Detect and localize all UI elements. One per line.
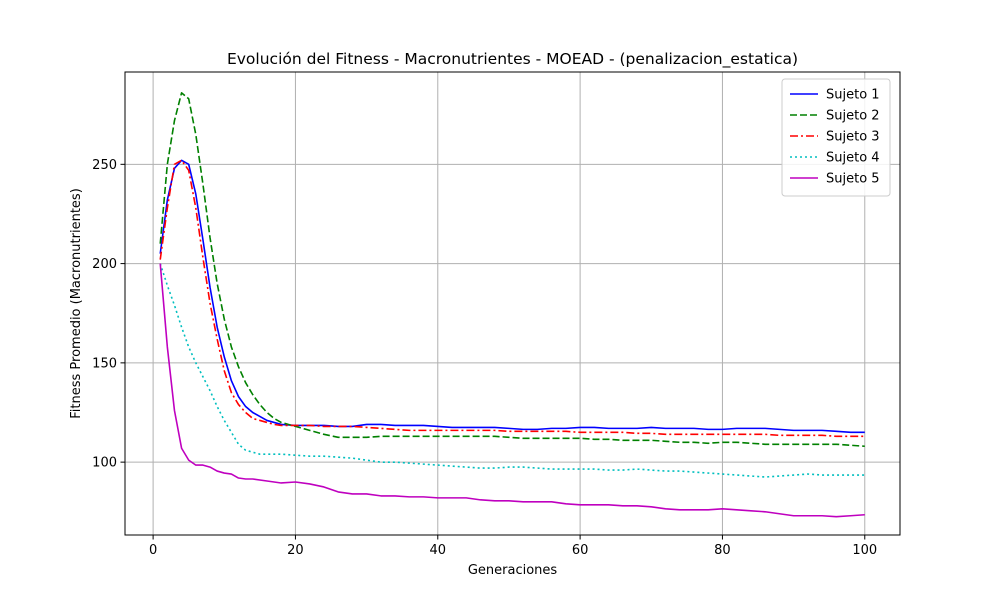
series-line-1 xyxy=(159,159,865,434)
x-tick-label: 60 xyxy=(572,543,589,558)
series-line-2 xyxy=(159,92,865,448)
series-lines xyxy=(159,92,865,518)
y-tick-label: 100 xyxy=(92,456,117,471)
chart-title: Evolución del Fitness - Macronutrientes … xyxy=(227,50,798,69)
grid xyxy=(125,72,900,535)
legend-box xyxy=(781,78,891,197)
axis-ticks: 0 20 40 60 80 100 100 150 200 250 xyxy=(92,158,877,558)
x-tick-label: 0 xyxy=(149,543,157,558)
y-tick-label: 200 xyxy=(92,257,117,272)
x-tick-label: 80 xyxy=(714,543,731,558)
x-axis-label: Generaciones xyxy=(468,563,558,578)
legend: Sujeto 1 Sujeto 2 Sujeto 3 Sujeto 4 Sujeto 5 xyxy=(781,78,891,197)
plot-frame xyxy=(124,71,901,536)
x-tick-label: 20 xyxy=(287,543,304,558)
x-tick-label: 40 xyxy=(430,543,447,558)
legend-label-3: Sujeto 3 xyxy=(826,130,880,145)
series-line-3 xyxy=(159,159,865,438)
series-line-4 xyxy=(159,263,865,478)
series-line-5 xyxy=(159,263,865,518)
y-tick-label: 150 xyxy=(92,356,117,371)
y-axis-label: Fitness Promedio (Macronutrientes) xyxy=(69,188,84,419)
legend-label-1: Sujeto 1 xyxy=(826,88,880,103)
legend-label-4: Sujeto 4 xyxy=(826,151,880,166)
legend-label-5: Sujeto 5 xyxy=(826,172,880,187)
x-tick-label: 100 xyxy=(852,543,877,558)
legend-label-2: Sujeto 2 xyxy=(826,109,880,124)
y-tick-label: 250 xyxy=(92,158,117,173)
